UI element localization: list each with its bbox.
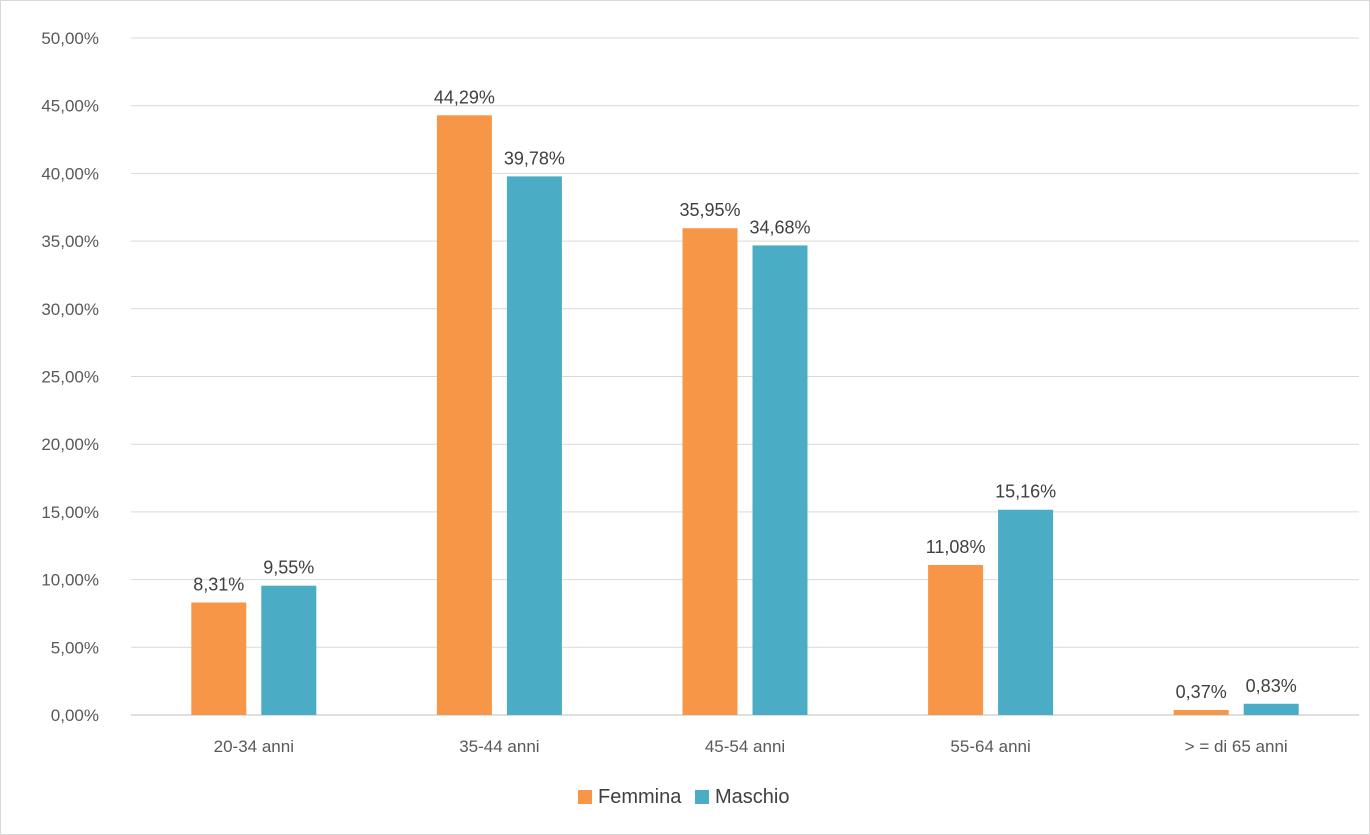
- y-tick-label: 15,00%: [41, 503, 99, 522]
- x-tick-label: 55-64 anni: [950, 737, 1030, 756]
- x-tick-label: 35-44 anni: [459, 737, 539, 756]
- y-tick-label: 40,00%: [41, 164, 99, 183]
- bar-maschio: [752, 245, 808, 715]
- legend-swatch-maschio: [695, 790, 709, 804]
- bar-maschio: [1243, 703, 1299, 715]
- bar-maschio: [261, 585, 317, 715]
- y-tick-label: 35,00%: [41, 232, 99, 251]
- legend-swatch-femmina: [578, 790, 592, 804]
- y-tick-label: 25,00%: [41, 368, 99, 387]
- data-label: 11,08%: [926, 537, 986, 557]
- data-label: 34,68%: [749, 217, 810, 237]
- legend-label-femmina: Femmina: [598, 786, 682, 808]
- y-tick-label: 20,00%: [41, 435, 99, 454]
- data-label: 44,29%: [434, 87, 495, 107]
- gridlines: [131, 37, 1359, 716]
- x-tick-label: 45-54 anni: [705, 737, 785, 756]
- data-label: 8,31%: [193, 574, 244, 594]
- y-tick-label: 45,00%: [41, 97, 99, 116]
- y-tick-label: 30,00%: [41, 300, 99, 319]
- bar-femmina: [191, 602, 247, 715]
- data-label: 15,16%: [995, 482, 1056, 502]
- data-label: 0,37%: [1176, 682, 1227, 702]
- y-tick-label: 10,00%: [41, 571, 99, 590]
- bars: [191, 115, 1299, 716]
- data-labels: 8,31% 9,55% 44,29% 39,78% 35,95% 34,68% 11,08%…: [193, 87, 1296, 702]
- bar-femmina: [1173, 709, 1229, 715]
- data-label: 39,78%: [504, 148, 565, 168]
- data-label: 0,83%: [1246, 676, 1297, 696]
- bar-femmina: [436, 115, 492, 715]
- x-axis-ticks: 20-34 anni 35-44 anni 45-54 anni 55-64 anni…: [214, 737, 1288, 756]
- data-label: 35,95%: [679, 200, 740, 220]
- bar-maschio: [506, 176, 562, 716]
- bar-maschio: [998, 509, 1054, 715]
- y-tick-label: 5,00%: [51, 638, 99, 657]
- data-label: 9,55%: [263, 558, 314, 578]
- legend-label-maschio: Maschio: [715, 786, 789, 808]
- y-tick-label: 0,00%: [51, 706, 99, 725]
- x-tick-label: 20-34 anni: [214, 737, 294, 756]
- legend: Femmina Maschio: [578, 786, 789, 808]
- bar-femmina: [928, 564, 984, 715]
- x-tick-label: > = di 65 anni: [1185, 737, 1288, 756]
- y-tick-label: 50,00%: [41, 29, 99, 48]
- y-axis-ticks: 0,00% 5,00% 10,00% 15,00% 20,00% 25,00% 30,00%…: [41, 29, 99, 725]
- bar-femmina: [682, 228, 738, 715]
